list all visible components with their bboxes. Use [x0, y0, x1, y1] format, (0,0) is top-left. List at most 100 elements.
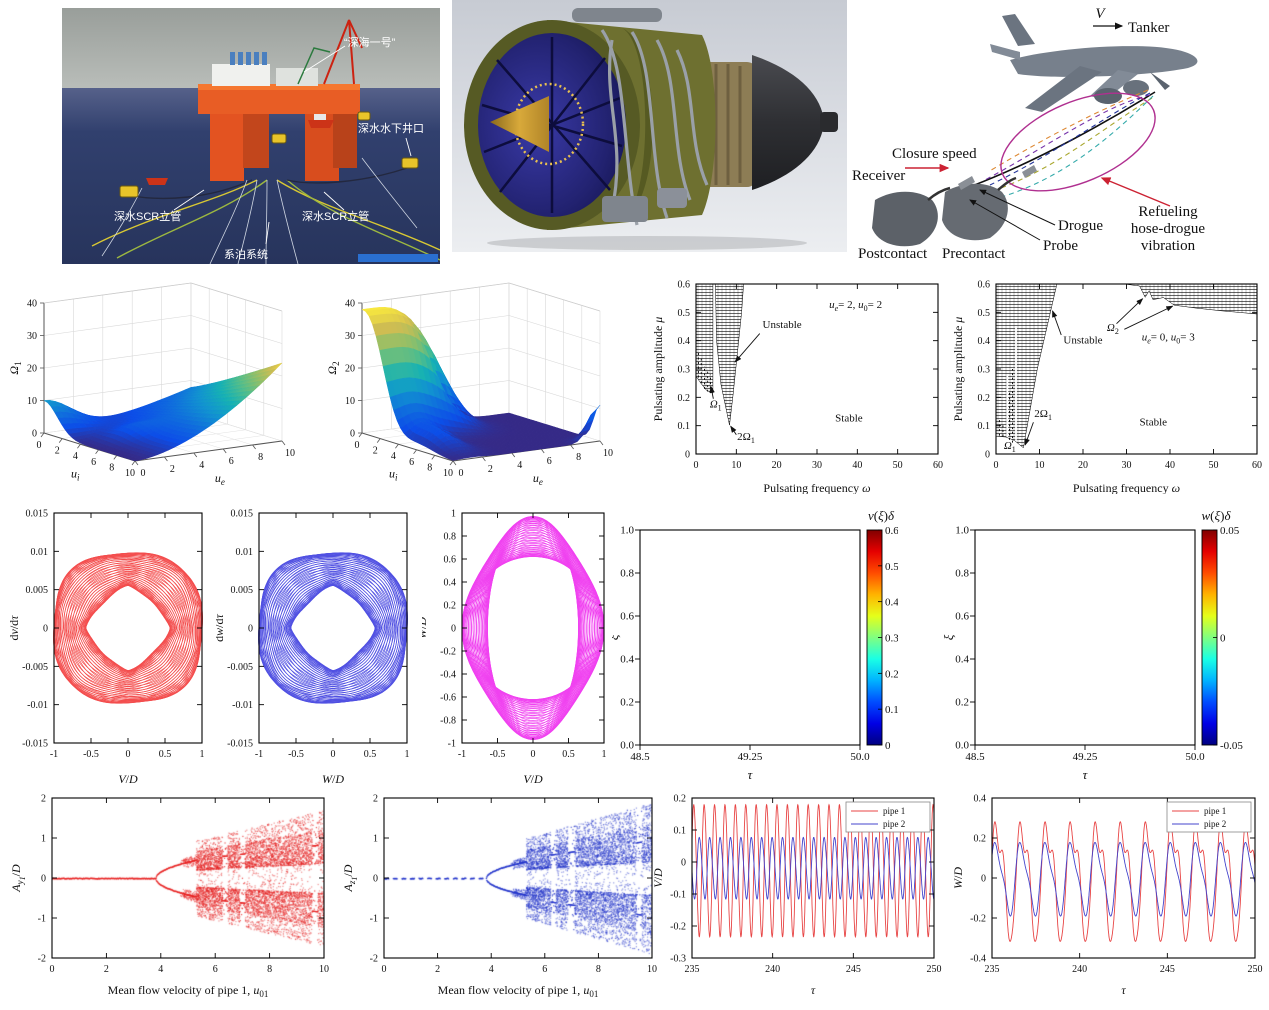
svg-text:2: 2	[170, 464, 175, 475]
svg-text:dw/dτ: dw/dτ	[216, 613, 226, 641]
svg-text:-0.015: -0.015	[22, 739, 48, 750]
svg-text:-0.5: -0.5	[83, 749, 99, 760]
svg-text:0.5: 0.5	[364, 749, 377, 760]
svg-text:-0.6: -0.6	[440, 693, 456, 704]
label-scr-right: 深水SCR立管	[302, 211, 370, 223]
bifurcation-y-canvas	[52, 798, 324, 958]
svg-text:10: 10	[125, 468, 135, 479]
svg-text:-0.3: -0.3	[670, 954, 686, 965]
shadow	[487, 236, 807, 250]
svg-text:0.5: 0.5	[562, 749, 575, 760]
svg-text:48.5: 48.5	[965, 751, 985, 763]
svg-text:0: 0	[126, 749, 131, 760]
subsea-equipment	[119, 111, 419, 198]
svg-text:0.1: 0.1	[674, 826, 687, 837]
panel-heatmap-w: 48.5 49.25 50.0 0.0 0.2 0.4 0.6 0.8 1.0 τ ξ 0.05 0 -0…	[930, 503, 1269, 790]
svg-text:0.8: 0.8	[620, 568, 634, 580]
panel-refueling-diagram: V Tanker Closure speed Receiver Drogue P…	[850, 0, 1269, 265]
svg-text:10: 10	[27, 396, 37, 407]
svg-text:pipe 2: pipe 2	[1204, 819, 1226, 829]
svg-text:0.2: 0.2	[674, 794, 687, 805]
svg-text:Pulsating amplitude μ: Pulsating amplitude μ	[952, 317, 965, 422]
svg-text:dv/dτ: dv/dτ	[7, 615, 21, 641]
svg-text:245: 245	[846, 964, 861, 975]
label-vibration-3: vibration	[1141, 238, 1196, 254]
svg-text:2Ω1: 2Ω1	[1034, 408, 1052, 422]
svg-text:10: 10	[1035, 460, 1045, 471]
svg-text:Pulsating frequency ω: Pulsating frequency ω	[763, 481, 870, 494]
svg-text:τ: τ	[1083, 767, 1089, 782]
svg-text:30: 30	[345, 331, 355, 342]
svg-text:4: 4	[517, 460, 522, 471]
svg-text:-1: -1	[458, 749, 466, 760]
svg-text:48.5: 48.5	[630, 751, 650, 763]
svg-text:V/D: V/D	[523, 772, 543, 786]
svg-text:pipe 1: pipe 1	[1204, 806, 1226, 816]
svg-text:2: 2	[373, 794, 378, 805]
svg-text:-0.01: -0.01	[232, 700, 253, 711]
label-tanker: Tanker	[1128, 20, 1169, 36]
svg-text:40: 40	[345, 299, 355, 310]
svg-text:0.05: 0.05	[1220, 525, 1240, 537]
svg-text:-0.5: -0.5	[288, 749, 304, 760]
label-drogue: Drogue	[1058, 218, 1103, 234]
svg-text:-0.05: -0.05	[1220, 740, 1243, 752]
svg-text:0.4: 0.4	[620, 654, 634, 666]
svg-text:20: 20	[27, 364, 37, 375]
svg-text:0.4: 0.4	[955, 654, 969, 666]
platform-scene	[62, 8, 440, 264]
svg-text:-1: -1	[370, 914, 378, 925]
svg-text:Stable: Stable	[835, 412, 863, 424]
svg-text:0.4: 0.4	[978, 336, 991, 347]
svg-text:ui: ui	[389, 467, 398, 483]
label-vibration-2: hose-drogue	[1131, 221, 1205, 237]
svg-text:4: 4	[391, 451, 396, 462]
svg-text:235: 235	[985, 964, 1000, 975]
svg-text:2Ω1: 2Ω1	[737, 431, 755, 445]
svg-text:0: 0	[350, 429, 355, 440]
svg-text:0.4: 0.4	[885, 597, 898, 609]
svg-text:8: 8	[596, 964, 601, 975]
svg-text:0.0: 0.0	[955, 740, 969, 752]
panel-engine-photo	[452, 0, 847, 252]
svg-text:6: 6	[547, 456, 552, 467]
svg-text:0.015: 0.015	[231, 509, 254, 520]
svg-text:0.4: 0.4	[444, 578, 457, 589]
svg-text:0: 0	[43, 624, 48, 635]
refueling-scene: V Tanker Closure speed Receiver Drogue P…	[852, 6, 1205, 262]
svg-text:6: 6	[91, 457, 96, 468]
svg-text:Unstable: Unstable	[763, 319, 802, 331]
bifurcation-z-chart: 0 2 4 6 8 10 -2 -1 0 1 2 Mean flow velocity of pipe…	[341, 794, 657, 1000]
svg-text:50.0: 50.0	[1185, 751, 1205, 763]
svg-text:4: 4	[158, 964, 163, 975]
receiver-aircraft	[872, 165, 1037, 247]
svg-text:0.2: 0.2	[978, 393, 991, 404]
svg-text:ξ: ξ	[612, 634, 621, 640]
svg-text:0.0: 0.0	[620, 740, 634, 752]
svg-text:0: 0	[994, 460, 999, 471]
svg-text:0: 0	[41, 874, 46, 885]
svg-text:0.005: 0.005	[26, 585, 49, 596]
svg-text:0: 0	[885, 740, 891, 752]
svg-text:τ: τ	[811, 983, 816, 997]
svg-text:0.015: 0.015	[26, 509, 49, 520]
panel-phase-w: -1 -0.5 0 0.5 1 -0.015 -0.01 -0.005 0 0.005 0.01 0.…	[216, 503, 418, 790]
svg-text:ue= 0, u0= 3: ue= 0, u0= 3	[1142, 332, 1195, 346]
svg-text:235: 235	[685, 964, 700, 975]
svg-text:2: 2	[435, 964, 440, 975]
svg-text:v(ξ)δ: v(ξ)δ	[868, 508, 895, 523]
panel-stability-1: 0 10 20 30 40 50 60 0 0.1 0.2 0.3 0.4 0.5 0.6 Pulsatin…	[652, 276, 950, 495]
panel-heatmap-v: 48.5 49.25 50.0 0.0 0.2 0.4 0.6 0.8 1.0 τ ξ 0 0.1 0.2…	[612, 503, 898, 790]
svg-text:49.25: 49.25	[738, 751, 763, 763]
surface-omega2-chart: 0 10 20 30 40 0 2 4 6 8 10 0 2 4 6 8 10 ui ue Ω2	[325, 282, 613, 487]
vibration-ellipse	[1000, 92, 1156, 192]
svg-text:0.005: 0.005	[231, 585, 254, 596]
phase-v-chart: -1 -0.5 0 0.5 1 -0.015 -0.01 -0.005 0 0.005 0.01 0.…	[7, 509, 205, 787]
svg-text:0: 0	[1220, 633, 1226, 645]
panel-timeseries-v: 235 240 245 250 -0.3 -0.2 -0.1 0 0.1 0.2 τ V/D pipe …	[650, 792, 948, 1010]
svg-text:0: 0	[141, 468, 146, 479]
svg-text:0.1: 0.1	[678, 421, 691, 432]
svg-text:4: 4	[73, 451, 78, 462]
svg-text:6: 6	[542, 964, 547, 975]
